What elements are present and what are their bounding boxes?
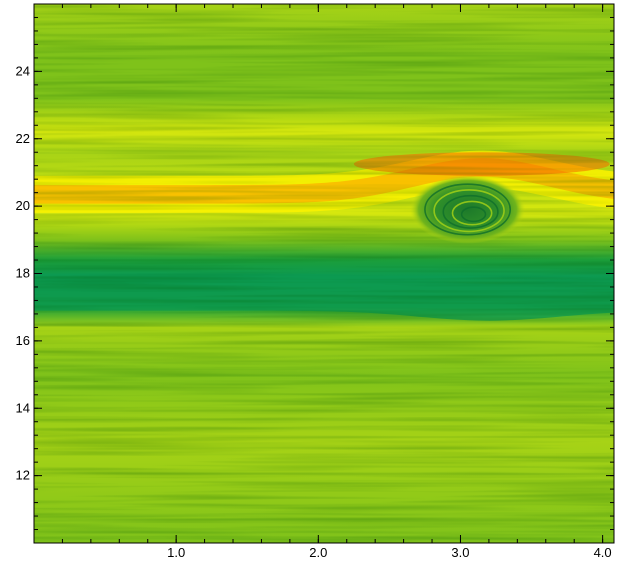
vortex-ring xyxy=(433,189,505,233)
y-tick-label: 22 xyxy=(16,131,30,146)
vortex-ring xyxy=(442,194,499,229)
vortex-halo xyxy=(410,175,526,244)
vortex-ring xyxy=(460,206,487,223)
y-tick-label: 20 xyxy=(16,198,30,213)
x-axis: 1.0 2.0 3.0 4.0 xyxy=(61,4,612,560)
x-tick-label: 3.0 xyxy=(451,545,469,560)
vortex-feature xyxy=(410,175,526,244)
y-tick-label: 16 xyxy=(16,333,30,348)
y-tick-label: 14 xyxy=(16,400,30,415)
vortex-ring xyxy=(424,183,512,236)
y-tick-label: 12 xyxy=(16,468,30,483)
x-tick-label: 1.0 xyxy=(167,545,185,560)
x-tick-label: 2.0 xyxy=(309,545,327,560)
vortex-ring xyxy=(451,200,493,226)
y-axis: 12 14 16 18 20 22 24 xyxy=(16,3,614,531)
x-tick-label: 4.0 xyxy=(594,545,612,560)
y-tick-label: 24 xyxy=(16,63,30,78)
y-tick-label: 18 xyxy=(16,266,30,281)
heatmap-streak-texture xyxy=(34,4,614,543)
plot-area xyxy=(34,4,614,543)
